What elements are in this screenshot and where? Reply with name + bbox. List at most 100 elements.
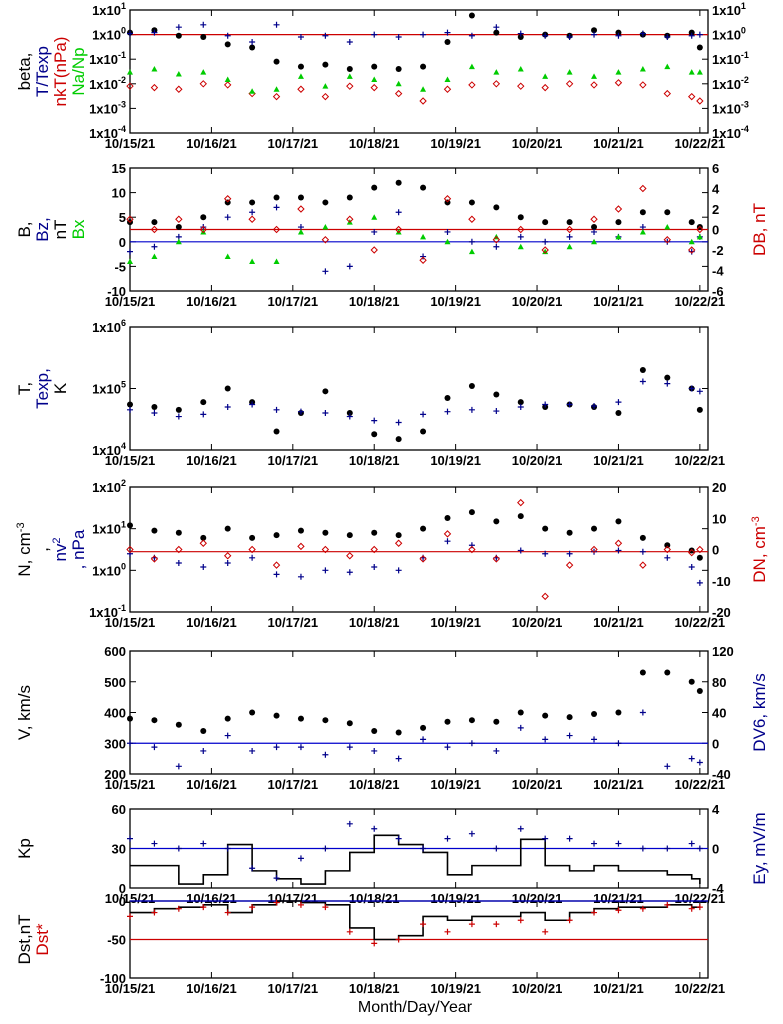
panel-1-ytick-label-0: -10	[107, 284, 126, 299]
panel-3-series-0-point-19	[591, 525, 598, 532]
panel-6-xtick-label-2: 10/17/21	[268, 981, 319, 996]
panel-5-series-1-point-4	[224, 845, 231, 852]
panel-1-ylabel-1: Bz,	[33, 217, 52, 242]
panel-6-ylabel-0: Dst,nT	[15, 914, 34, 964]
panel-5-xtick-label-4: 10/19/21	[430, 891, 481, 906]
panel-4-series-1-point-1	[151, 744, 158, 751]
panel-3-xtick-label-2: 10/17/21	[268, 615, 319, 630]
panel-6-xtick-label-1: 10/16/21	[186, 981, 237, 996]
panel-3-series-0-point-2	[175, 529, 182, 536]
panel-4-ytick-label-2: 400	[104, 706, 126, 721]
panel-0-series-3-point-23	[688, 69, 695, 75]
panel-5-series-1-point-9	[346, 820, 353, 827]
panel-5-series-1-point-8	[322, 845, 329, 852]
panel-1-series-3-point-6	[272, 225, 281, 234]
panel-1-y2tick-label-4: 2	[712, 202, 719, 217]
panel-4-series-0-point-4	[224, 715, 231, 722]
panel-2-series-1-point-0	[127, 406, 133, 413]
panel-4-series-0-point-12	[420, 724, 427, 731]
panel-3-xtick-label-6: 10/21/21	[593, 615, 644, 630]
panel-1-xtick-label-2: 10/17/21	[268, 294, 319, 309]
panel-4-ylabel-0: V, km/s	[15, 685, 34, 740]
panel-1-series-3-point-8	[321, 236, 330, 244]
panel-0-series-3-point-0	[127, 69, 133, 75]
panel-3-series-1-point-24	[696, 579, 703, 586]
panel-0-series-1-point-15	[493, 24, 500, 31]
panel-6-series-1-point-13	[444, 928, 451, 935]
panel-5-ytick-label-0: 0	[119, 881, 126, 896]
panel-4-xtick-label-3: 10/18/21	[349, 777, 400, 792]
panel-0-series-1-point-6	[273, 21, 280, 28]
panel-5-ylabel-0: Kp	[15, 838, 34, 859]
panel-0-series-3-point-16	[517, 65, 524, 72]
panel-1-series-0-point-2	[175, 224, 182, 231]
panel-1-series-3-point-1	[150, 225, 159, 234]
panel-2-series-0-point-8	[322, 388, 329, 395]
panel-1-series-1-point-22	[664, 238, 671, 245]
panel-3-series-1-point-7	[297, 573, 304, 580]
panel-2-series-0-point-20	[615, 409, 622, 416]
panel-3-series-0-point-6	[273, 532, 280, 539]
panel-3-xtick-label-3: 10/18/21	[349, 615, 400, 630]
panel-6-series-1-point-17	[542, 928, 549, 935]
panel-2-ytick-label-0: 1x104	[92, 441, 126, 458]
panel-4-y2tick-label-1: 0	[712, 736, 719, 751]
panel-3-xtick-label-5: 10/20/21	[512, 615, 563, 630]
panel-1-series-0-point-10	[371, 184, 378, 191]
panel-1-series-0-point-14	[468, 199, 475, 206]
panel-4-series-1-point-12	[420, 736, 427, 743]
panel-3-series-2-point-6	[272, 561, 281, 569]
panel-1-series-3-point-21	[639, 184, 647, 193]
panel-4-series-0-point-2	[175, 721, 182, 728]
panel-2-series-1-point-23	[688, 385, 695, 392]
panel-3-series-0-point-4	[224, 525, 231, 532]
panel-6-series-0-line	[130, 900, 700, 941]
panel-0-series-2-point-6	[272, 92, 281, 101]
panel-5-xtick-label-7: 10/22/21	[675, 891, 726, 906]
panel-4-series-0-point-8	[322, 717, 329, 724]
panel-4-series-1-point-11	[395, 755, 402, 762]
panel-3-series-2-point-21	[639, 561, 647, 569]
panel-0-y2tick-label-4: 1x100	[712, 26, 746, 43]
panel-1-series-3-point-0	[126, 215, 134, 223]
panel-5-series-1-point-6	[273, 875, 280, 882]
panel-4-series-1-point-5	[249, 747, 256, 754]
panel-4-series-1-point-13	[444, 744, 451, 751]
panel-0-series-0-point-10	[371, 63, 378, 70]
panel-3-series-0-point-14	[468, 509, 475, 516]
panel-3-series-0-point-9	[346, 532, 353, 539]
panel-3-series-1-point-22	[664, 554, 671, 561]
panel-3-series-1-point-3	[200, 564, 207, 571]
panel-3-series-1-point-11	[395, 567, 402, 574]
panel-2-ytick-label-2: 1x106	[92, 318, 126, 335]
panel-3-series-0-point-3	[200, 534, 207, 541]
panel-3-series-2-point-2	[175, 545, 183, 554]
panel-3-ytick-label-0: 1x10-1	[89, 603, 126, 620]
panel-1-ytick-label-5: 15	[112, 161, 126, 176]
panel-6-xtick-label-4: 10/19/21	[430, 981, 481, 996]
panel-1-series-2-point-23	[688, 238, 695, 245]
panel-5-series-0-line	[130, 834, 701, 885]
panel-3-series-2-point-17	[541, 592, 549, 601]
panel-4-y2tick-label-3: 80	[712, 675, 726, 690]
panel-1-y2tick-label-6: 6	[712, 161, 719, 176]
panel-1-series-3-point-18	[565, 225, 574, 234]
panel-1-series-3-point-7	[297, 205, 305, 213]
panel-6-ytick-label-2: 0	[119, 894, 126, 909]
panel-5-series-1-point-11	[395, 835, 402, 842]
panel-5-xtick-label-3: 10/18/21	[349, 891, 400, 906]
panel-2-series-1-point-18	[566, 401, 573, 408]
panel-4-series-1-point-21	[639, 709, 646, 716]
panel-1-series-0-point-22	[664, 209, 671, 216]
panel-6-xtick-label-0: 10/15/21	[105, 981, 156, 996]
panel-4-xtick-label-2: 10/17/21	[268, 777, 319, 792]
panel-4-series-0-point-14	[468, 717, 475, 724]
panel-0-series-1-point-14	[468, 32, 475, 39]
panel-5-xtick-label-1: 10/16/21	[186, 891, 237, 906]
panel-6-series-1-point-9	[346, 928, 353, 935]
panel-2-xtick-label-5: 10/20/21	[512, 453, 563, 468]
panel-4-series-1-point-4	[224, 732, 231, 739]
panel-1-ytick-label-3: 5	[119, 210, 126, 225]
panel-5-y2label-0: Ey, mV/m	[750, 812, 769, 884]
panel-4-series-1-point-20	[615, 740, 622, 747]
